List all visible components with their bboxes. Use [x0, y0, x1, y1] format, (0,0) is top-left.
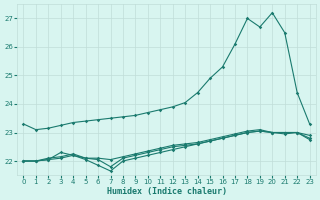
X-axis label: Humidex (Indice chaleur): Humidex (Indice chaleur)	[107, 187, 227, 196]
